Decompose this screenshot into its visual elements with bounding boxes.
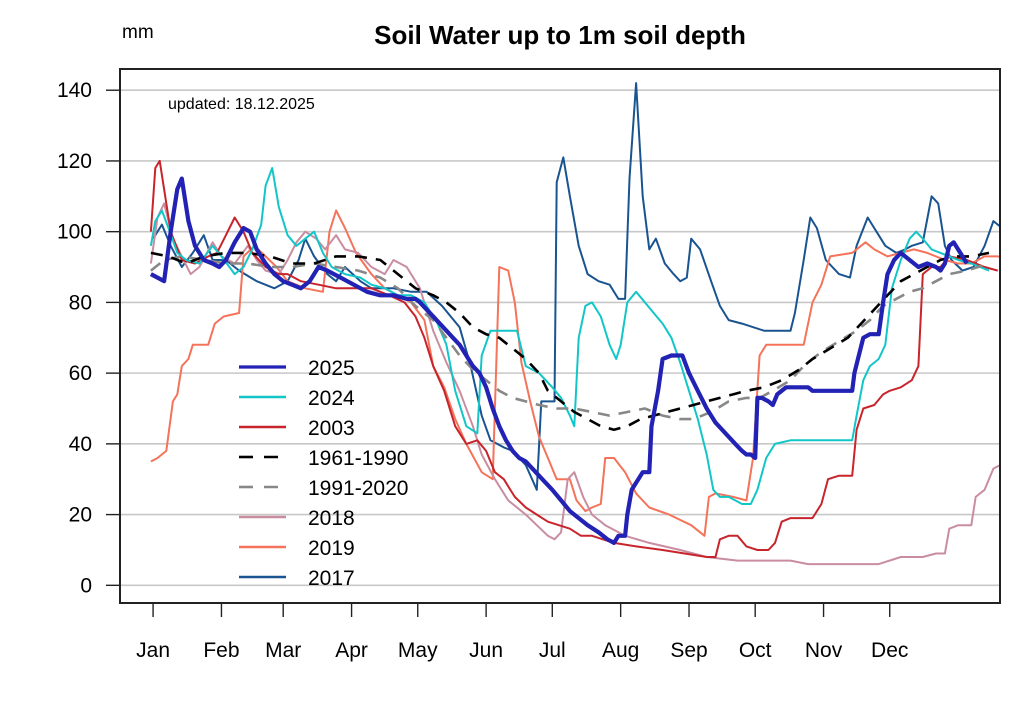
chart-title: Soil Water up to 1m soil depth	[374, 20, 746, 50]
x-tick-label-aug: Aug	[602, 639, 639, 662]
x-tick-label-may: May	[398, 639, 438, 662]
x-tick-label-apr: Apr	[335, 639, 368, 662]
y-axis-unit-label: mm	[122, 22, 154, 43]
series-line-2018	[149, 202, 1000, 566]
series-group	[149, 82, 1000, 566]
y-tick-label: 40	[69, 433, 92, 456]
plot-frame	[119, 68, 1001, 604]
y-tick-label: 20	[69, 504, 92, 527]
legend: 2025 2024 2003 1961-1990 1991-2020 2018 2019 20…	[239, 357, 408, 590]
updated-annotation: updated: 18.12.2025	[168, 96, 315, 113]
y-tick-label: 100	[57, 221, 92, 244]
gridlines	[120, 89, 1000, 587]
x-tick-label-jan: Jan	[136, 639, 170, 662]
x-tick-label-nov: Nov	[805, 639, 843, 662]
y-tick-label: 0	[80, 574, 92, 597]
legend-label-2017: 2017	[308, 567, 355, 590]
x-tick-label-dec: Dec	[871, 639, 908, 662]
legend-label-2003: 2003	[308, 417, 355, 440]
y-tick-label: 120	[57, 150, 92, 173]
x-tick-label-jun: Jun	[469, 639, 503, 662]
x-tick-label-oct: Oct	[739, 639, 772, 662]
legend-label-2025: 2025	[308, 357, 355, 380]
series-line-2003	[149, 159, 999, 558]
series-line-1991-2020	[150, 255, 990, 421]
x-axis: Jan Feb Mar Apr May Jun Jul Aug Sep Oct Nov Dec	[136, 603, 908, 662]
x-tick-label-mar: Mar	[265, 639, 301, 662]
y-tick-label: 140	[57, 79, 92, 102]
legend-label-2019: 2019	[308, 537, 355, 560]
y-axis: 0 20 40 60 80 100 120 140	[57, 79, 120, 597]
legend-label-2024: 2024	[308, 387, 355, 410]
y-tick-label: 80	[69, 291, 92, 314]
series-line-2024	[149, 167, 990, 505]
legend-label-2018: 2018	[308, 507, 355, 530]
x-tick-label-sep: Sep	[670, 639, 707, 662]
x-tick-label-jul: Jul	[539, 639, 566, 662]
legend-label-1991-2020: 1991-2020	[308, 477, 408, 500]
legend-label-1961-1990: 1961-1990	[308, 447, 408, 470]
y-tick-label: 60	[69, 362, 92, 385]
x-tick-label-feb: Feb	[203, 639, 239, 662]
series-line-1961-1990	[150, 251, 990, 431]
series-line-2025	[149, 176, 969, 545]
